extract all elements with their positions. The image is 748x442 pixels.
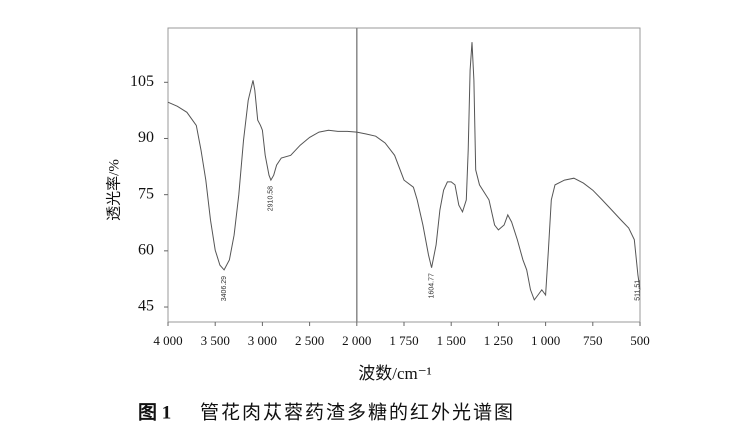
peak-label: 511.51 — [635, 280, 642, 301]
x-tick-label: 750 — [583, 333, 603, 348]
x-tick-label: 4 000 — [153, 333, 182, 348]
x-tick-label: 2 500 — [295, 333, 324, 348]
y-tick-label: 75 — [138, 185, 154, 202]
caption-number: 图 1 — [138, 401, 171, 423]
x-tick-label: 2 000 — [342, 333, 371, 348]
y-axis-label: 透光率/% — [105, 159, 122, 221]
peak-label: 3406.29 — [221, 276, 228, 301]
peak-label: 1604.77 — [428, 273, 435, 298]
plot-frame — [167, 27, 641, 323]
x-tick-label: 1 250 — [484, 333, 513, 348]
y-tick-label: 105 — [130, 73, 154, 90]
y-tick-label: 90 — [138, 129, 154, 146]
y-tick-label: 60 — [138, 242, 154, 259]
x-tick-label: 3 500 — [201, 333, 230, 348]
spectrum-line — [167, 42, 641, 301]
x-tick-label: 1 000 — [531, 333, 560, 348]
peak-label: 2910.58 — [268, 186, 275, 211]
x-axis-label: 波数/cm⁻¹ — [358, 364, 432, 383]
x-tick-label: 3 000 — [248, 333, 277, 348]
x-tick-label: 500 — [630, 333, 650, 348]
x-tick-label: 1 500 — [437, 333, 466, 348]
caption: 管花肉苁蓉药渣多糖的红外光谱图 — [200, 401, 515, 423]
x-tick-label: 1 750 — [389, 333, 418, 348]
y-tick-label: 45 — [138, 298, 154, 315]
